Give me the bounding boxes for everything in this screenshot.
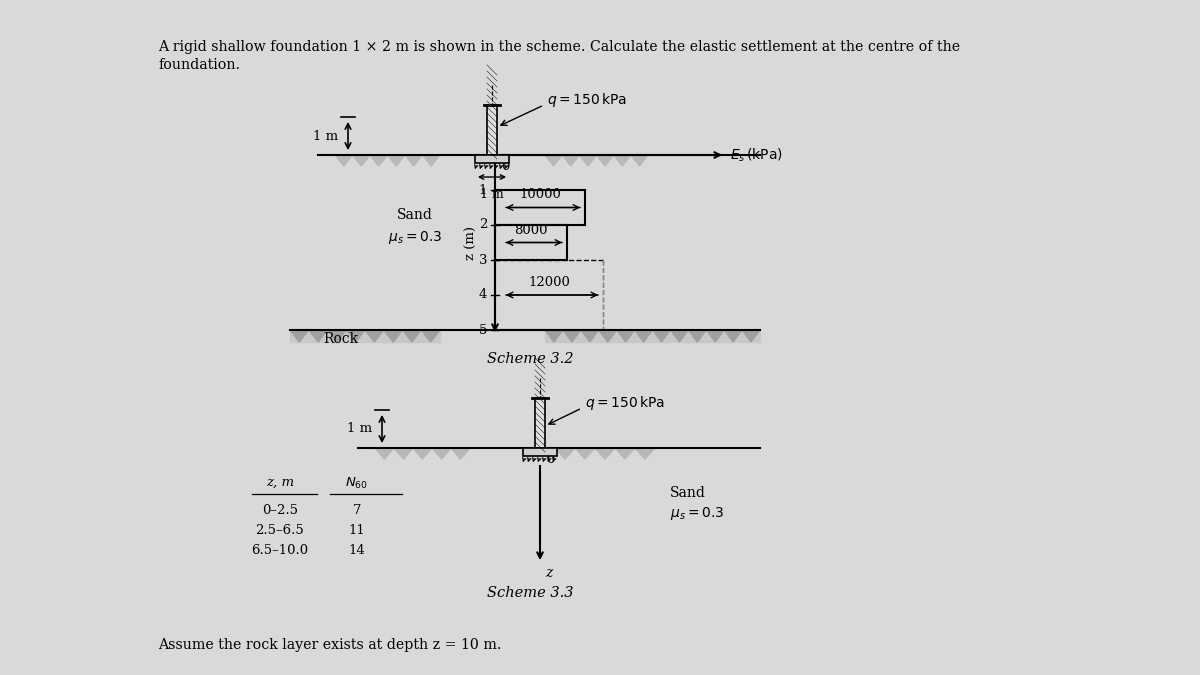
Text: 1 m: 1 m: [313, 130, 338, 142]
Text: Rock: Rock: [323, 332, 358, 346]
Polygon shape: [689, 330, 707, 342]
Polygon shape: [545, 155, 562, 166]
Polygon shape: [384, 330, 402, 342]
Polygon shape: [353, 155, 370, 166]
Text: $q=150\,\mathrm{kPa}$: $q=150\,\mathrm{kPa}$: [586, 394, 665, 412]
Text: 2.5–6.5: 2.5–6.5: [256, 524, 305, 537]
Text: 5: 5: [479, 323, 487, 337]
Text: 8000: 8000: [515, 223, 547, 236]
Text: 1 m: 1 m: [480, 188, 504, 201]
Polygon shape: [365, 330, 384, 342]
Polygon shape: [671, 330, 689, 342]
Polygon shape: [631, 155, 648, 166]
Polygon shape: [422, 155, 440, 166]
Polygon shape: [613, 155, 631, 166]
Text: 1: 1: [479, 184, 487, 196]
Polygon shape: [596, 155, 613, 166]
Polygon shape: [635, 448, 655, 459]
Text: z (m): z (m): [464, 225, 478, 259]
Polygon shape: [635, 330, 653, 342]
Polygon shape: [394, 448, 413, 459]
Polygon shape: [290, 330, 440, 342]
Polygon shape: [347, 330, 365, 342]
Polygon shape: [581, 330, 599, 342]
Text: A rigid shallow foundation 1 × 2 m is shown in the scheme. Calculate the elastic: A rigid shallow foundation 1 × 2 m is sh…: [158, 40, 960, 54]
Text: Scheme 3.3: Scheme 3.3: [487, 586, 574, 600]
Polygon shape: [290, 330, 308, 342]
Text: Sand: Sand: [670, 486, 706, 500]
Polygon shape: [562, 155, 580, 166]
Text: $\mu_s=0.3$: $\mu_s=0.3$: [388, 229, 443, 246]
Text: 14: 14: [349, 543, 365, 556]
Polygon shape: [707, 330, 724, 342]
Polygon shape: [575, 448, 595, 459]
Polygon shape: [335, 155, 353, 166]
Text: 4: 4: [479, 288, 487, 302]
Polygon shape: [554, 448, 575, 459]
Polygon shape: [402, 330, 421, 342]
Text: Scheme 3.2: Scheme 3.2: [487, 352, 574, 366]
Text: 0–2.5: 0–2.5: [262, 504, 298, 516]
Polygon shape: [563, 330, 581, 342]
Polygon shape: [545, 330, 563, 342]
Bar: [475, 155, 509, 163]
Text: 7: 7: [353, 504, 361, 516]
Text: Sand: Sand: [397, 208, 433, 222]
Text: $q=150\,\mathrm{kPa}$: $q=150\,\mathrm{kPa}$: [547, 91, 628, 109]
Bar: [523, 448, 557, 456]
Polygon shape: [451, 448, 470, 459]
Polygon shape: [545, 330, 760, 342]
Text: 0: 0: [546, 453, 554, 466]
Polygon shape: [421, 330, 440, 342]
Text: $N_{60}$: $N_{60}$: [346, 476, 368, 491]
Polygon shape: [432, 448, 451, 459]
Text: z: z: [545, 566, 552, 580]
Text: Assume the rock layer exists at depth z = 10 m.: Assume the rock layer exists at depth z …: [158, 638, 502, 652]
Text: 11: 11: [349, 524, 365, 537]
Text: 6.5–10.0: 6.5–10.0: [252, 543, 308, 556]
Polygon shape: [388, 155, 406, 166]
Text: 2: 2: [479, 219, 487, 232]
Text: foundation.: foundation.: [158, 58, 240, 72]
Text: 10000: 10000: [520, 188, 560, 202]
Text: 1 m: 1 m: [347, 423, 372, 435]
Polygon shape: [724, 330, 742, 342]
Polygon shape: [580, 155, 596, 166]
Polygon shape: [653, 330, 671, 342]
Polygon shape: [370, 155, 388, 166]
Text: 0: 0: [502, 160, 509, 173]
Polygon shape: [328, 330, 347, 342]
Polygon shape: [308, 330, 328, 342]
Polygon shape: [742, 330, 760, 342]
Text: $\mu_s=0.3$: $\mu_s=0.3$: [670, 504, 725, 522]
Polygon shape: [599, 330, 617, 342]
Text: 3: 3: [479, 254, 487, 267]
Polygon shape: [406, 155, 422, 166]
Polygon shape: [374, 448, 394, 459]
Bar: [487, 105, 497, 155]
Polygon shape: [595, 448, 616, 459]
Polygon shape: [616, 448, 635, 459]
Text: 12000: 12000: [528, 276, 570, 289]
Bar: [535, 398, 545, 448]
Text: z, m: z, m: [266, 476, 294, 489]
Polygon shape: [413, 448, 432, 459]
Polygon shape: [617, 330, 635, 342]
Text: $E_s\,\mathrm{(kPa)}$: $E_s\,\mathrm{(kPa)}$: [730, 146, 782, 164]
